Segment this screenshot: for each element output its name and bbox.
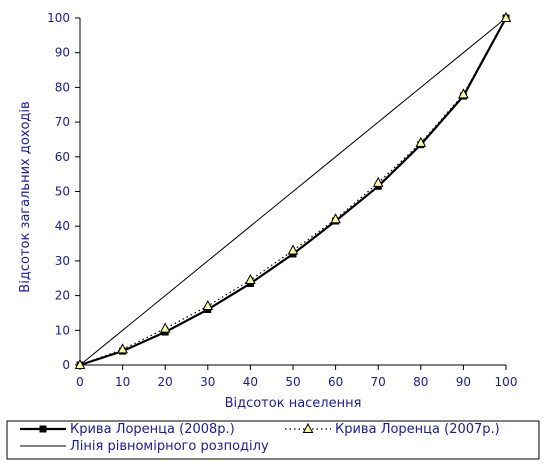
x-axis-title: Відсоток населення: [225, 396, 362, 411]
y-tick-label: 10: [55, 323, 70, 337]
data-point: [245, 273, 256, 284]
legend: Крива Лоренца (2008р.) Крива Лоренца (20…: [6, 420, 540, 460]
data-point: [202, 299, 214, 311]
x-tick-label: 10: [115, 375, 130, 389]
axes: [75, 17, 507, 370]
y-tick-label: 60: [55, 150, 70, 164]
legend-item-2007: [285, 422, 331, 433]
x-tick-label: 0: [76, 375, 84, 389]
y-tick-label: 20: [55, 289, 70, 303]
series-2: [79, 17, 507, 366]
x-tick-label: 90: [456, 375, 471, 389]
x-tick-label: 60: [328, 375, 343, 389]
legend-swatch-marker: [302, 422, 314, 433]
data-point: [159, 322, 171, 333]
tick-labels: 0 10 20 30 40 50 60 70 80 90 100 0 10 20 30 40 50 60 70 80 9…: [47, 11, 517, 389]
x-tick-label: 80: [413, 375, 428, 389]
data-point: [500, 11, 512, 22]
legend-swatch-marker: [39, 425, 47, 433]
data-point: [74, 358, 86, 369]
y-tick-label: 80: [55, 80, 70, 94]
y-tick-label: 70: [55, 115, 70, 129]
data-point: [415, 136, 427, 147]
y-tick-label: 0: [62, 358, 70, 372]
data-point: [458, 88, 469, 99]
legend-label-equality: Лінія рівномірного розподілу: [70, 439, 269, 454]
data-point: [372, 176, 384, 187]
series-line: [79, 17, 507, 366]
y-axis-title: Відсоток загальних доходів: [18, 101, 33, 292]
legend-box: [6, 420, 540, 460]
x-tick-label: 20: [158, 375, 173, 389]
data-point: [117, 343, 128, 354]
x-tick-label: 50: [285, 375, 300, 389]
series-1: [74, 11, 512, 369]
series-layer: [74, 11, 512, 369]
series-line: [79, 17, 507, 366]
y-tick-label: 100: [47, 11, 70, 25]
x-tick-label: 70: [371, 375, 386, 389]
legend-label-2007: Крива Лоренца (2007р.): [335, 422, 500, 437]
data-point: [330, 213, 341, 224]
x-tick-label: 40: [243, 375, 258, 389]
data-point: [287, 244, 299, 255]
y-tick-label: 30: [55, 254, 70, 268]
y-tick-label: 90: [55, 46, 70, 60]
x-tick-label: 100: [495, 375, 518, 389]
y-tick-label: 40: [55, 219, 70, 233]
legend-label-2008: Крива Лоренца (2008р.): [70, 422, 235, 437]
x-tick-label: 30: [200, 375, 215, 389]
legend-item-2008: [20, 425, 66, 433]
y-tick-label: 50: [55, 185, 70, 199]
